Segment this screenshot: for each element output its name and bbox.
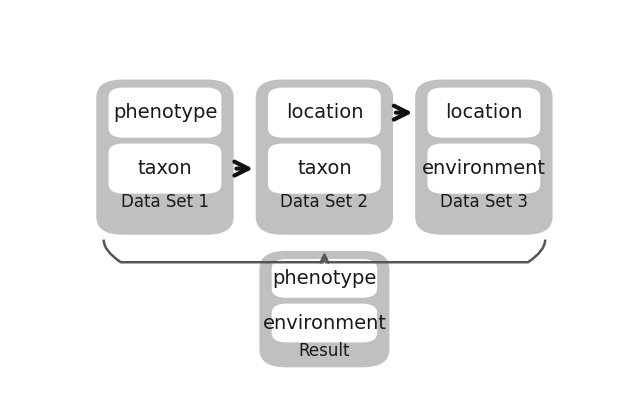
FancyBboxPatch shape xyxy=(109,88,222,138)
Text: taxon: taxon xyxy=(137,159,192,178)
Text: Data Set 1: Data Set 1 xyxy=(121,193,209,211)
Text: phenotype: phenotype xyxy=(113,103,217,122)
FancyBboxPatch shape xyxy=(415,79,553,235)
FancyBboxPatch shape xyxy=(260,251,389,368)
Text: Data Set 3: Data Set 3 xyxy=(440,193,528,211)
Text: taxon: taxon xyxy=(297,159,352,178)
Text: environment: environment xyxy=(263,313,386,333)
FancyBboxPatch shape xyxy=(427,88,540,138)
FancyBboxPatch shape xyxy=(256,79,393,235)
FancyBboxPatch shape xyxy=(268,88,381,138)
Text: location: location xyxy=(285,103,363,122)
Text: Data Set 2: Data Set 2 xyxy=(280,193,368,211)
FancyBboxPatch shape xyxy=(268,144,381,194)
Text: phenotype: phenotype xyxy=(272,269,377,288)
FancyBboxPatch shape xyxy=(427,144,540,194)
FancyBboxPatch shape xyxy=(272,259,377,298)
FancyBboxPatch shape xyxy=(109,144,222,194)
Text: location: location xyxy=(445,103,523,122)
FancyBboxPatch shape xyxy=(96,79,234,235)
Text: Result: Result xyxy=(299,342,350,360)
Text: environment: environment xyxy=(422,159,546,178)
FancyBboxPatch shape xyxy=(272,304,377,342)
